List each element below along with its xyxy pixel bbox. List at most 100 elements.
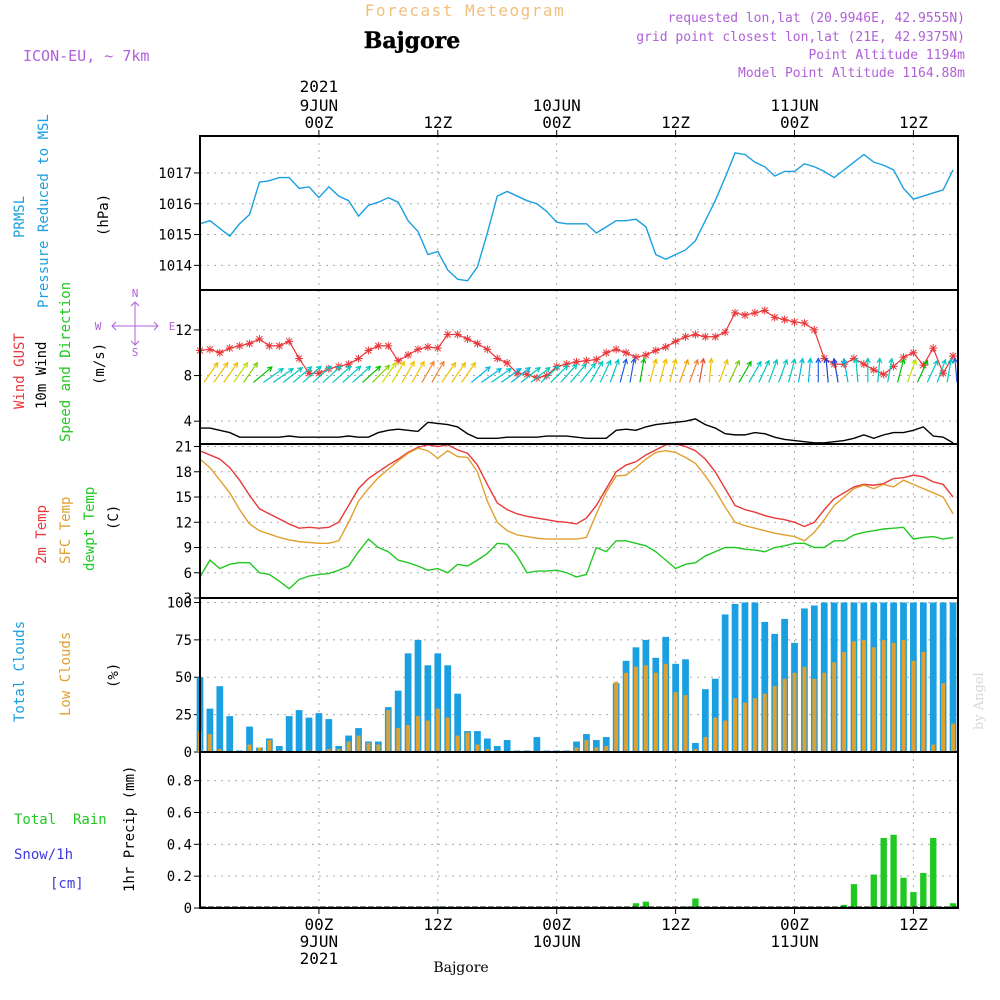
total-cloud-bar — [414, 639, 422, 752]
low-cloud-bar — [742, 702, 747, 752]
total-cloud-bar — [424, 665, 432, 752]
total-cloud-bar — [315, 713, 323, 752]
total-cloud-bar — [474, 731, 481, 752]
low-cloud-bar — [752, 698, 757, 752]
panel-frame — [199, 751, 959, 909]
total-cloud-bar — [275, 746, 283, 752]
rain-bar — [850, 884, 858, 908]
total-cloud-bar — [711, 678, 719, 752]
wind-direction-arrow — [322, 365, 342, 383]
bottom-time-label: 10JUN — [533, 932, 581, 951]
low-cloud-bar — [247, 744, 252, 752]
rain-bar — [930, 837, 937, 908]
gust-marker — [285, 337, 294, 346]
wind-direction-arrow — [599, 359, 612, 383]
wind-direction-arrow — [728, 359, 741, 383]
low-cloud-bar — [723, 720, 728, 752]
top-time-label: 12Z — [899, 113, 928, 132]
gust-label: Wind GUST — [12, 333, 28, 409]
gust-marker — [364, 346, 373, 355]
low-cloud-bar — [594, 747, 599, 752]
wind-direction-arrow — [952, 357, 959, 383]
ytick-label: 3 — [184, 591, 192, 607]
wind-direction-arrow — [946, 357, 954, 383]
low-cloud-bar — [475, 744, 480, 752]
ytick-label: 0 — [184, 745, 192, 761]
gust-marker — [314, 369, 323, 378]
wind-direction-arrow — [589, 360, 604, 383]
gust-marker — [394, 356, 403, 365]
wind-direction-arrow — [540, 365, 560, 383]
bottom-time-label: 12Z — [423, 915, 452, 934]
wind-direction-arrow — [823, 357, 830, 383]
gust-marker — [413, 345, 422, 354]
total-clouds-label: Total Clouds — [12, 621, 28, 722]
total-cloud-bar — [701, 689, 709, 752]
gust-marker — [721, 328, 730, 337]
wind-unit-label: (m/s) — [92, 343, 108, 385]
snow-unit-label: [cm] — [50, 876, 84, 892]
rain-bar — [910, 892, 917, 908]
wind-direction-arrow — [332, 365, 352, 383]
ytick-label: 25 — [175, 708, 192, 724]
wind-direction-arrow — [679, 358, 690, 383]
wind-direction-arrow — [758, 359, 770, 383]
low-cloud-bar — [326, 749, 331, 752]
gust-marker — [542, 371, 551, 380]
gust-marker — [820, 354, 829, 363]
rain-bar — [840, 904, 848, 908]
wind-direction-arrow — [738, 360, 752, 383]
top-time-label: 10JUN — [533, 96, 581, 115]
ytick-label: 1016 — [158, 197, 192, 213]
total-cloud-bar — [295, 710, 303, 752]
total-cloud-bar — [692, 743, 699, 752]
wind-direction-arrow — [629, 357, 637, 383]
clouds-unit-label: (%) — [106, 663, 122, 688]
low-cloud-bar — [693, 749, 698, 752]
wind-direction-arrow — [263, 367, 285, 383]
gust-marker — [245, 339, 254, 348]
total-cloud-bar — [602, 737, 610, 752]
low-cloud-bar — [842, 651, 847, 752]
total-cloud-bar — [404, 653, 412, 752]
low-cloud-bar — [762, 693, 767, 752]
gust-marker — [661, 343, 670, 352]
wind-direction-arrow — [853, 357, 860, 383]
low-cloud-bar — [396, 728, 401, 752]
gust-marker — [919, 361, 928, 370]
low-cloud-bar — [366, 743, 371, 752]
wind-direction-arrow — [815, 357, 822, 383]
low-cloud-bar — [713, 717, 718, 752]
wind-direction-arrow — [906, 358, 918, 383]
gust-marker — [205, 345, 214, 354]
wind-direction-arrow — [391, 360, 405, 383]
total-cloud-bar — [761, 621, 769, 752]
gust-marker — [433, 344, 442, 353]
speed-dir-label: Speed and Direction — [58, 282, 74, 442]
gust-marker — [750, 308, 759, 317]
total-cloud-bar — [434, 653, 442, 752]
gust-marker — [453, 330, 462, 339]
rain-bar — [949, 903, 957, 908]
wind-direction-arrow — [797, 357, 805, 383]
total-cloud-bar — [226, 716, 234, 752]
wind-direction-arrow — [451, 361, 467, 383]
total-cloud-bar — [721, 614, 729, 752]
low-cloud-bar — [614, 681, 619, 752]
top-time-label: 11JUN — [770, 96, 818, 115]
gust-marker — [463, 335, 472, 344]
wind10m-label: 10m Wind — [34, 342, 50, 409]
gust-marker — [235, 341, 244, 350]
wind-direction-arrow — [282, 366, 304, 383]
low-cloud-bar — [217, 749, 222, 752]
wind-direction-arrow — [864, 357, 871, 383]
low-cloud-bar — [931, 744, 936, 752]
total-cloud-bar — [929, 602, 937, 752]
prmsl-line — [199, 152, 954, 282]
wind-direction-arrow — [411, 360, 425, 383]
precip-labels: Total Rain Snow/1h [cm] 1hr Precip (mm) — [14, 766, 138, 892]
low-cloud-bar — [346, 741, 351, 752]
wind-direction-arrow — [609, 358, 620, 383]
